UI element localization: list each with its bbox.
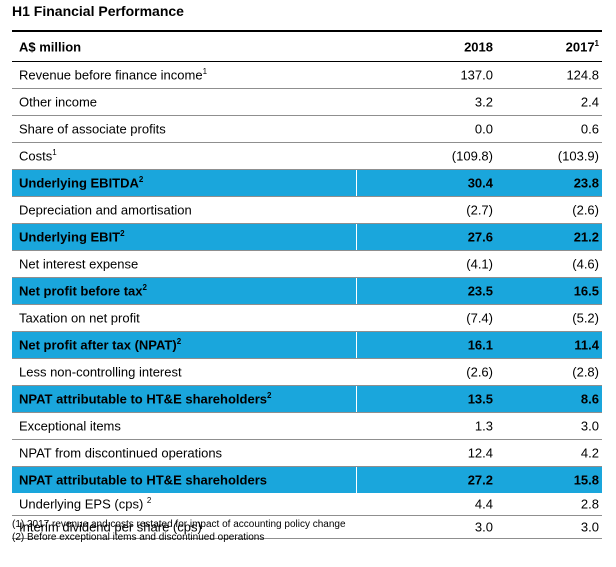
table-row: Less non-controlling interest (2.6) (2.8) [12,359,602,386]
value-2017: (2.6) [572,202,599,218]
value-2017: (103.9) [557,148,599,164]
row-label: Interim dividend per share (cps) [19,519,202,535]
value-2018: 16.1 [467,337,493,353]
table-row: Other income 3.2 2.4 [12,89,602,116]
column-separator [356,332,357,358]
value-2018: (4.1) [466,256,493,272]
column-separator [356,467,357,493]
row-label: Underlying EBITDA2 [19,175,144,191]
value-2017: 3.0 [580,418,599,434]
value-2017: (4.6) [572,256,599,272]
table-row: Costs1 (109.8) (103.9) [12,143,602,170]
value-2017: 16.5 [573,283,599,299]
value-2017: 124.8 [566,67,599,83]
row-label: Other income [19,94,98,110]
footnotes: (1) 2017 revenue and costs restated for … [12,518,346,544]
table-row: Underlying EBIT2 27.6 21.2 [12,224,602,251]
column-separator [356,170,357,196]
row-label: Underlying EBIT2 [19,229,125,245]
column-separator [356,386,357,412]
value-2018: 13.5 [467,391,493,407]
footnote-marker: 1 [202,67,208,77]
row-label: Less non-controlling interest [19,364,182,380]
value-2018: (109.8) [451,148,493,164]
table-row: Revenue before finance income1 137.0 124.8 [12,62,602,89]
row-label: Revenue before finance income1 [19,67,208,83]
value-2018: (2.7) [466,202,493,218]
table-row: NPAT from discontinued operations 12.4 4.2 [12,440,602,467]
value-2018: 3.0 [474,519,493,535]
value-2018: (2.6) [466,364,493,380]
table-row: Exceptional items 1.3 3.0 [12,413,602,440]
footnote-marker: 2 [267,391,272,401]
value-2017: 2.8 [580,496,599,512]
value-2018: 27.6 [467,229,493,245]
value-2018: 27.2 [467,472,493,488]
table-row: Taxation on net profit (7.4) (5.2) [12,305,602,332]
footnote-1: (1) 2017 revenue and costs restated for … [12,519,346,530]
footnote-2: (2) Before exceptional items and discont… [12,532,265,543]
row-label: Costs1 [19,148,57,164]
table-row: Underlying EBITDA2 30.4 23.8 [12,170,602,197]
row-label: Net interest expense [19,256,139,272]
table-header-row: A$ million 2018 20171 [12,30,602,62]
table-row: Net profit before tax2 23.5 16.5 [12,278,602,305]
value-2017: 23.8 [573,175,599,191]
value-2017: 2.4 [580,94,599,110]
column-separator [356,224,357,250]
row-label: Taxation on net profit [19,310,140,326]
row-label: Exceptional items [19,418,121,434]
value-2018: 137.0 [460,67,493,83]
value-2018: 12.4 [467,445,493,461]
table-row: Net profit after tax (NPAT)2 16.1 11.4 [12,332,602,359]
header-label: A$ million [19,39,82,54]
table-row: Underlying EPS (cps) 2 4.4 2.8 [12,493,602,516]
value-2017: 0.6 [580,121,599,137]
value-2018: 23.5 [467,283,493,299]
footnote-marker: 2 [142,283,147,293]
table-row: Net interest expense (4.1) (4.6) [12,251,602,278]
table-row: NPAT attributable to HT&E shareholders2 1… [12,386,602,413]
value-2017: 4.2 [580,445,599,461]
footnote-marker: 2 [146,496,152,506]
value-2017: 15.8 [573,472,599,488]
value-2018: 4.4 [474,496,493,512]
table-row: NPAT attributable to HT&E shareholders 27… [12,467,602,493]
footnote-marker: 2 [138,175,144,185]
table-row: Depreciation and amortisation (2.7) (2.6) [12,197,602,224]
value-2018: 1.3 [474,418,493,434]
value-2017: (5.2) [572,310,599,326]
page-title: H1 Financial Performance [12,3,184,19]
table-body: Revenue before finance income1 137.0 124.8… [12,62,602,539]
value-2017: 3.0 [580,519,599,535]
column-separator [356,278,357,304]
row-label: Depreciation and amortisation [19,202,192,218]
header-col-2017: 20171 [565,38,599,54]
value-2017: 21.2 [573,229,599,245]
row-label: NPAT from discontinued operations [19,445,223,461]
value-2018: 30.4 [467,175,493,191]
row-label: Net profit after tax (NPAT)2 [19,337,182,353]
row-label: NPAT attributable to HT&E shareholders2 [19,391,272,407]
row-label: Net profit before tax2 [19,283,147,299]
value-2017: 11.4 [574,337,599,353]
footnote-marker: 2 [120,229,125,239]
row-label: Share of associate profits [19,121,166,137]
value-2017: 8.6 [580,391,599,407]
footnote-marker: 2 [176,337,182,347]
value-2018: 3.2 [474,94,493,110]
footnote-marker: 1 [52,148,57,158]
header-col-2018: 2018 [464,39,493,54]
financial-table: A$ million 2018 20171 Revenue before fin… [12,30,602,539]
table-row: Interim dividend per share (cps) 3.0 3.0 [12,516,602,539]
row-label: NPAT attributable to HT&E shareholders [19,472,267,488]
value-2017: (2.8) [572,364,599,380]
row-label: Underlying EPS (cps) 2 [19,496,152,512]
value-2018: (7.4) [466,310,493,326]
value-2018: 0.0 [474,121,493,137]
table-row: Share of associate profits 0.0 0.6 [12,116,602,143]
